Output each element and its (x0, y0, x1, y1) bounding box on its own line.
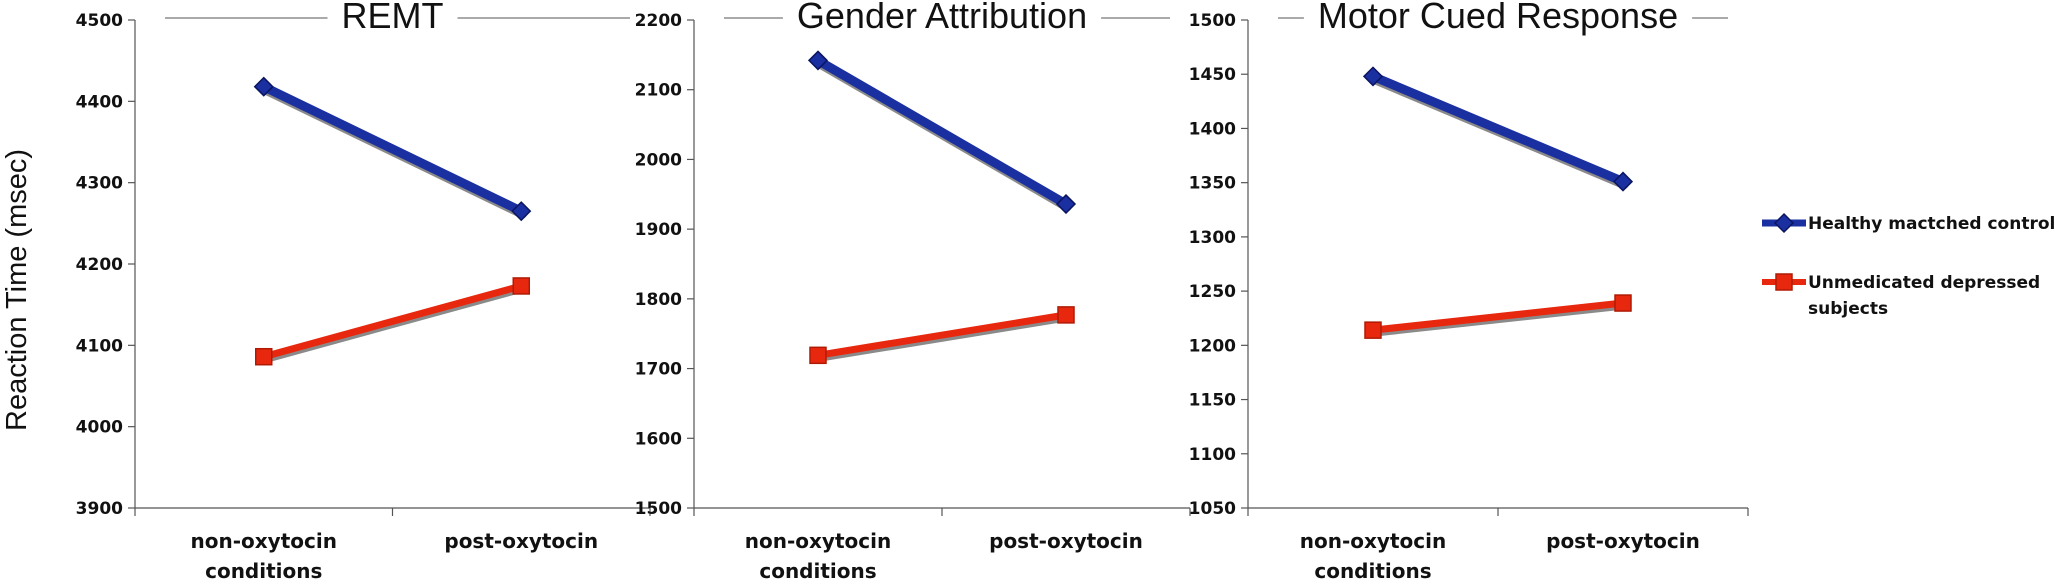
legend: Healthy mactched controls Unmedicated dep… (1762, 212, 2055, 319)
legend-label: Healthy mactched controls (1808, 214, 2055, 234)
y-tick-label: 1450 (1189, 65, 1236, 85)
chart-title: Gender Attribution (797, 0, 1087, 36)
chart-title: REMT (342, 0, 444, 36)
data-point-marker (1362, 66, 1384, 87)
x-tick-label: post-oxytocin (444, 529, 598, 553)
series-line-1 (813, 55, 1071, 209)
data-point-marker (511, 201, 532, 222)
series-line-2 (814, 311, 1070, 359)
y-tick-label: 1400 (1189, 119, 1236, 139)
y-tick-label: 1150 (1189, 391, 1236, 411)
series-line-1 (259, 82, 526, 216)
y-axis-label: Reaction Time (msec) (1, 149, 33, 431)
x-tick-label: post-oxytocin (989, 529, 1143, 553)
y-tick-label: 1100 (1189, 445, 1236, 465)
y-tick-label: 1250 (1189, 282, 1236, 302)
y-tick-label: 1900 (635, 220, 682, 240)
y-tick-label: 2100 (635, 81, 682, 101)
data-point-marker (1364, 321, 1382, 339)
x-tick-label: post-oxytocin (1546, 529, 1700, 553)
legend-item-1: Healthy mactched controls (1762, 212, 2055, 234)
x-tick-label: non-oxytocin conditions (745, 529, 891, 583)
y-tick-label: 2200 (635, 11, 682, 31)
y-tick-label: 4000 (76, 418, 123, 438)
y-tick-label: 1500 (635, 499, 682, 519)
data-point-marker (1614, 294, 1632, 312)
y-tick-label: 3900 (76, 499, 123, 519)
legend-item-2: Unmedicated depressed subjects (1762, 273, 2040, 319)
y-tick-label: 4300 (76, 174, 123, 194)
data-point-marker (1055, 193, 1077, 215)
y-tick-label: 4400 (76, 92, 123, 112)
data-point-marker (512, 277, 530, 295)
data-point-marker (1057, 306, 1075, 324)
y-tick-label: 4100 (76, 336, 123, 356)
y-tick-label: 1300 (1189, 228, 1236, 248)
data-point-marker (1612, 171, 1634, 192)
x-tick-label: non-oxytocin conditions (191, 529, 337, 583)
series-line-2 (260, 282, 525, 361)
y-tick-label: 1700 (635, 360, 682, 380)
y-tick-label: 1500 (1189, 11, 1236, 31)
x-tick-label: non-oxytocin conditions (1300, 529, 1446, 583)
legend-label: Unmedicated depressed subjects (1808, 273, 2040, 319)
y-tick-label: 1350 (1189, 174, 1236, 194)
data-point-marker (807, 50, 829, 71)
y-tick-label: 2000 (635, 150, 682, 170)
y-tick-label: 4200 (76, 255, 123, 275)
y-tick-label: 1800 (635, 290, 682, 310)
series-line-1 (1368, 71, 1628, 187)
y-tick-label: 1200 (1189, 336, 1236, 356)
data-point-marker (253, 76, 274, 97)
y-tick-label: 1600 (635, 429, 682, 449)
chart-title: Motor Cued Response (1318, 0, 1678, 36)
data-point-marker (809, 346, 827, 365)
chart-panel-1: 3900 4000 4100 4200 4300 4400 4500 non-oxytocin… (76, 0, 651, 583)
series-line-2 (1369, 299, 1627, 334)
diamond-marker-icon (1773, 212, 1795, 234)
y-tick-label: 4500 (76, 11, 123, 31)
chart-panel-2: 1500 1600 1700 1800 1900 2000 2100 2200 non-oxyt… (635, 0, 1191, 583)
square-marker-icon (1775, 273, 1793, 291)
y-tick-label: 1050 (1189, 499, 1236, 519)
data-point-marker (255, 347, 273, 366)
chart-panel-3: 1050 1100 1150 1200 1250 1300 1350 1400 1450 1500… (1189, 0, 1749, 583)
